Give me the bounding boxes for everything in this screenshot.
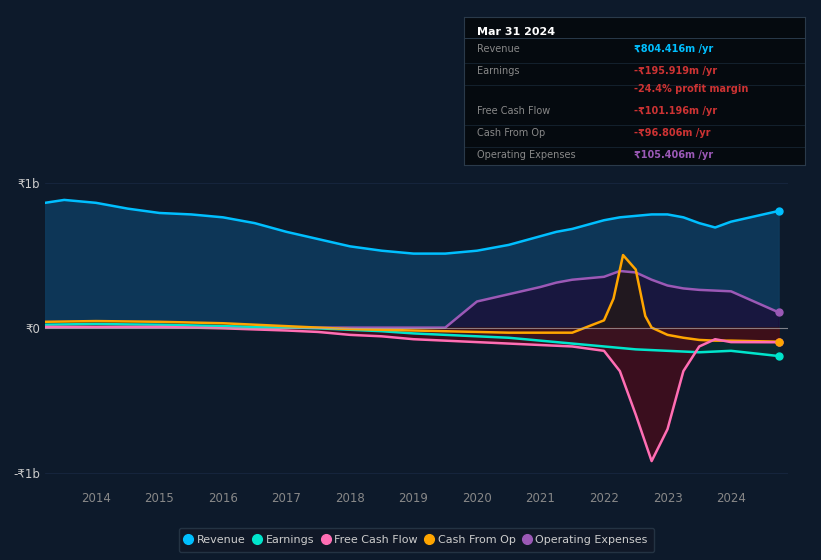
Text: -₹101.196m /yr: -₹101.196m /yr bbox=[635, 106, 718, 116]
Text: Earnings: Earnings bbox=[478, 66, 520, 76]
Text: Cash From Op: Cash From Op bbox=[478, 128, 546, 138]
Legend: Revenue, Earnings, Free Cash Flow, Cash From Op, Operating Expenses: Revenue, Earnings, Free Cash Flow, Cash … bbox=[179, 528, 654, 552]
Text: -24.4% profit margin: -24.4% profit margin bbox=[635, 83, 749, 94]
Text: ₹105.406m /yr: ₹105.406m /yr bbox=[635, 151, 713, 160]
Text: -₹195.919m /yr: -₹195.919m /yr bbox=[635, 66, 718, 76]
Text: Free Cash Flow: Free Cash Flow bbox=[478, 106, 551, 116]
Text: ₹804.416m /yr: ₹804.416m /yr bbox=[635, 44, 713, 54]
Text: -₹96.806m /yr: -₹96.806m /yr bbox=[635, 128, 711, 138]
Text: Mar 31 2024: Mar 31 2024 bbox=[478, 27, 556, 37]
Text: Operating Expenses: Operating Expenses bbox=[478, 151, 576, 160]
Text: Revenue: Revenue bbox=[478, 44, 521, 54]
